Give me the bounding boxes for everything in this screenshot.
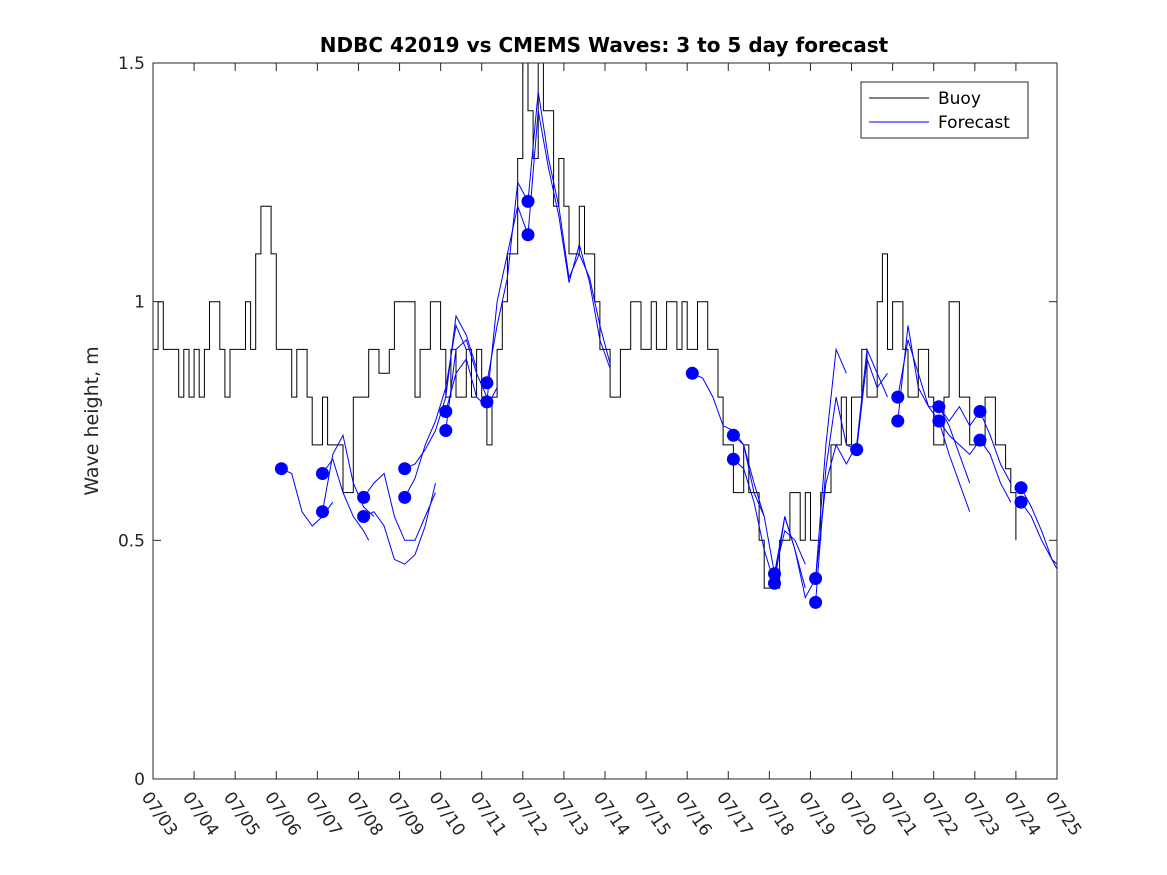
- forecast-run-line-23: [1020, 501, 1058, 565]
- forecast-marker-11: [480, 395, 494, 409]
- forecast-marker-15: [726, 428, 740, 442]
- forecast-run-line-5: [363, 482, 436, 565]
- forecast-marker-9: [439, 424, 453, 437]
- forecast-run-line-7: [404, 323, 467, 498]
- forecast-run-line-22: [1020, 487, 1058, 570]
- legend-forecast-label: Forecast: [938, 113, 1010, 133]
- legend: Buoy Forecast: [860, 81, 1029, 139]
- forecast-marker-1: [274, 462, 288, 476]
- forecast-marker-26: [973, 405, 987, 418]
- buoy-series-line: [153, 62, 1017, 589]
- chart-title: NDBC 42019 vs CMEMS Waves: 3 to 5 day fo…: [320, 33, 889, 57]
- legend-box: [860, 81, 1029, 139]
- forecast-marker-12: [521, 194, 535, 208]
- forecast-run-line-11: [486, 110, 611, 402]
- y-tick-label-1: 0.5: [118, 531, 145, 551]
- forecast-marker-4: [357, 490, 371, 504]
- forecast-marker-2: [316, 467, 329, 480]
- forecast-run-line-13: [733, 434, 806, 574]
- forecast-marker-24: [932, 400, 946, 414]
- forecast-marker-8: [439, 405, 453, 418]
- y-axis-label: Wave height, m: [81, 346, 103, 495]
- forecast-marker-10: [480, 376, 494, 390]
- plot-area: [153, 63, 1057, 779]
- forecast-run-line-4: [363, 472, 436, 541]
- forecast-marker-18: [768, 576, 781, 590]
- forecast-marker-21: [850, 443, 864, 457]
- forecast-marker-25: [932, 414, 946, 428]
- forecast-run-line-10: [486, 91, 611, 383]
- series-layer: [153, 62, 1058, 609]
- forecast-marker-28: [1014, 481, 1028, 495]
- forecast-run-line-21: [938, 420, 1012, 503]
- forecast-marker-3: [316, 505, 329, 519]
- y-tick-label-0: 0: [134, 770, 145, 790]
- forecast-marker-27: [973, 433, 987, 447]
- y-tick-label-3: 1.5: [118, 54, 145, 74]
- forecast-marker-7: [398, 490, 412, 504]
- forecast-marker-20: [809, 595, 823, 609]
- forecast-marker-13: [521, 228, 535, 242]
- forecast-marker-29: [1014, 495, 1028, 509]
- forecast-run-line-3: [322, 433, 375, 517]
- forecast-marker-19: [809, 572, 823, 585]
- forecast-run-line-12: [692, 372, 765, 517]
- forecast-marker-23: [891, 414, 905, 428]
- legend-buoy-label: Buoy: [938, 89, 981, 109]
- forecast-run-line-15: [774, 347, 847, 600]
- forecast-run-line-9: [445, 338, 488, 431]
- y-tick-label-2: 1: [134, 293, 145, 313]
- forecast-marker-14: [685, 366, 699, 380]
- forecast-run-line-17: [815, 347, 888, 579]
- forecast-marker-5: [357, 510, 371, 523]
- forecast-marker-16: [726, 452, 740, 466]
- forecast-marker-17: [768, 567, 781, 581]
- forecast-run-line-19: [897, 325, 971, 512]
- forecast-marker-6: [398, 462, 412, 476]
- forecast-marker-22: [891, 390, 905, 404]
- forecast-run-line-20: [938, 405, 1012, 484]
